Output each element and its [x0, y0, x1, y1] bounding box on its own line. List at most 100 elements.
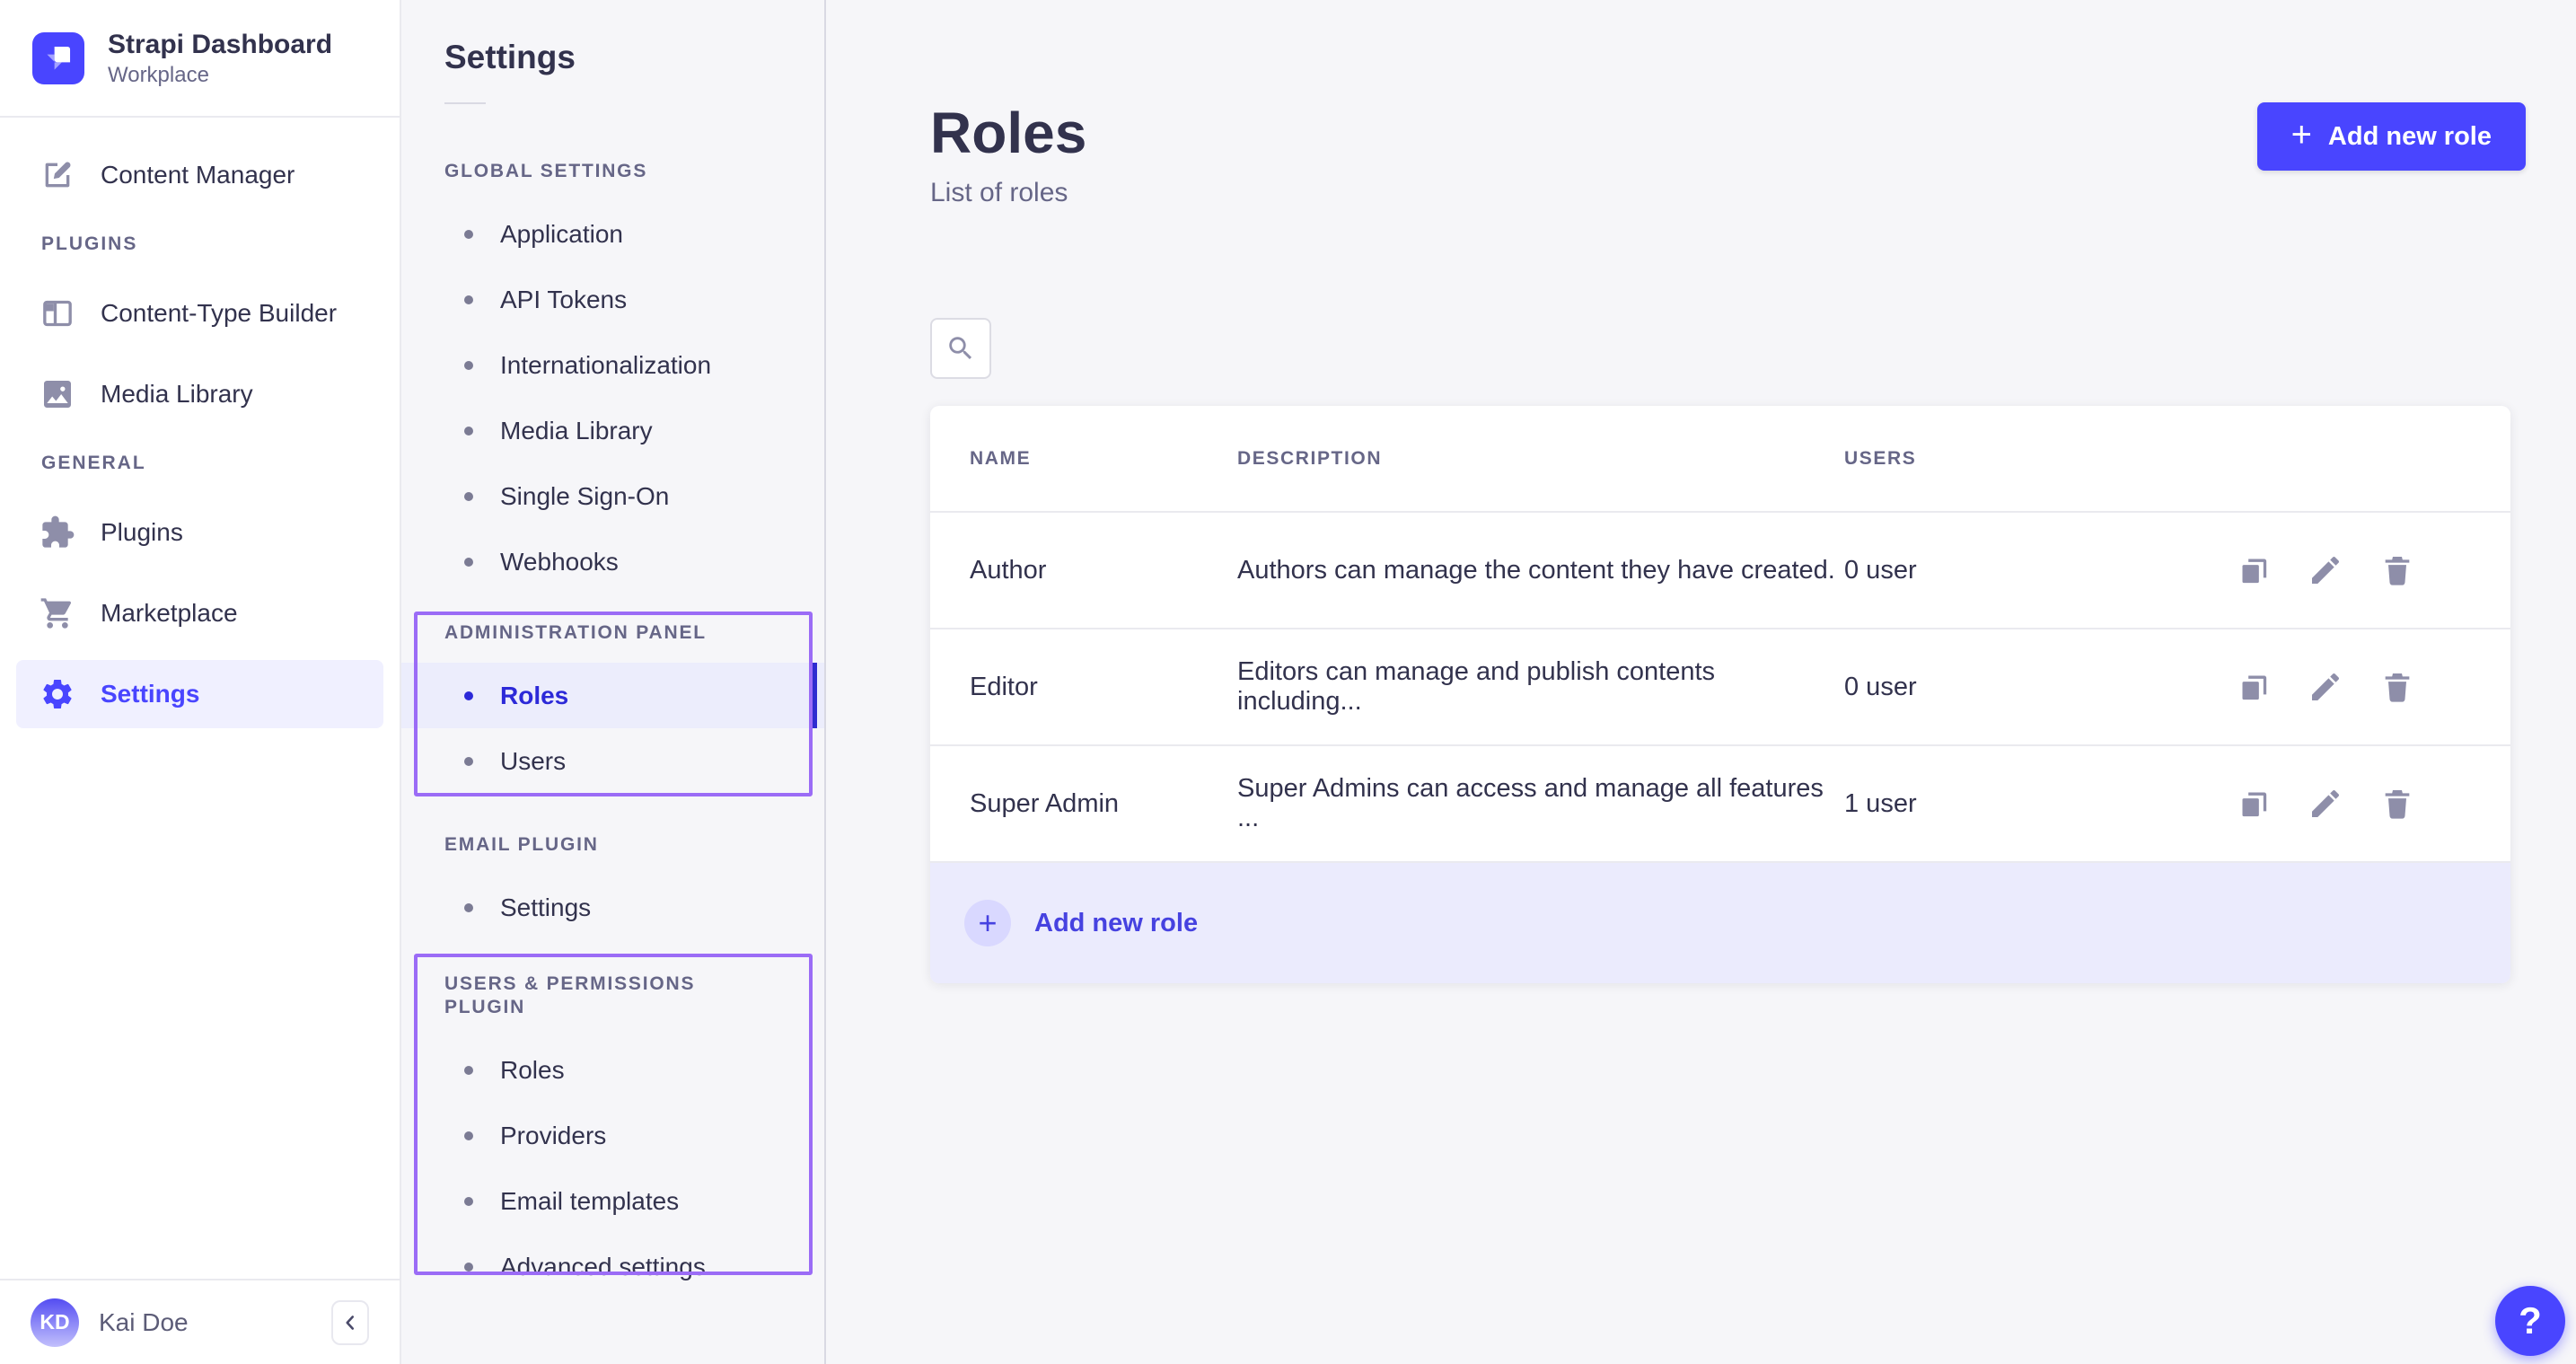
- table-row-super-admin[interactable]: Super Admin Super Admins can access and …: [930, 746, 2510, 863]
- subnav-item-api-tokens[interactable]: API Tokens: [401, 267, 824, 332]
- subnav-item-admin-users[interactable]: Users: [401, 728, 824, 794]
- edit-role-button[interactable]: [2306, 550, 2345, 590]
- subnav-item-up-email-templates[interactable]: Email templates: [401, 1168, 824, 1234]
- subnav-item-label: Internationalization: [500, 350, 712, 379]
- subnav-item-up-advanced-settings[interactable]: Advanced settings: [401, 1234, 824, 1299]
- sidebar-item-plugins[interactable]: Plugins: [16, 498, 383, 567]
- bullet-icon: [464, 557, 473, 567]
- bullet-icon: [464, 1196, 473, 1206]
- table-row-editor[interactable]: Editor Editors can manage and publish co…: [930, 629, 2510, 746]
- subnav-item-up-providers[interactable]: Providers: [401, 1103, 824, 1168]
- bullet-icon: [464, 1262, 473, 1272]
- subnav-item-label: Providers: [500, 1121, 607, 1149]
- subnav-item-email-settings[interactable]: Settings: [401, 875, 824, 940]
- layout-icon: [43, 300, 72, 327]
- edit-icon: [2312, 789, 2340, 817]
- edit-role-button[interactable]: [2306, 784, 2345, 823]
- table-header-row: NAME DESCRIPTION USERS: [930, 406, 2510, 513]
- search-button[interactable]: [930, 318, 991, 379]
- subnav-item-internationalization[interactable]: Internationalization: [401, 332, 824, 398]
- question-mark-icon: ?: [2519, 1299, 2542, 1342]
- table-row-author[interactable]: Author Authors can manage the content th…: [930, 513, 2510, 629]
- subnav-section-administration-panel: ADMINISTRATION PANEL: [444, 622, 707, 643]
- role-name: Editor: [970, 672, 1038, 701]
- strapi-logo-icon: [32, 31, 84, 84]
- roles-page: Roles List of roles + Add new role NAME …: [826, 0, 2576, 1364]
- delete-role-button[interactable]: [2378, 784, 2417, 823]
- column-header-name: NAME: [970, 447, 1032, 469]
- row-actions: [2114, 550, 2510, 590]
- subnav-item-label: Email templates: [500, 1186, 680, 1215]
- bullet-icon: [464, 426, 473, 436]
- subnav-section-users-permissions-plugin: USERS & PERMISSIONS PLUGIN: [444, 973, 696, 1017]
- trash-icon: [2385, 557, 2410, 585]
- duplicate-icon: [2242, 559, 2267, 584]
- role-description: Super Admins can access and manage all f…: [1237, 774, 1824, 832]
- subnav-item-application[interactable]: Application: [401, 201, 824, 267]
- subnav-item-label: Users: [500, 746, 567, 775]
- subnav-item-label: API Tokens: [500, 285, 628, 313]
- help-button[interactable]: ?: [2495, 1286, 2565, 1356]
- bullet-icon: [464, 1065, 473, 1075]
- add-new-role-button-label: Add new role: [2327, 121, 2492, 151]
- subnav-item-up-roles[interactable]: Roles: [401, 1037, 824, 1103]
- settings-subnav: Settings GLOBAL SETTINGS Application API…: [401, 0, 826, 1364]
- sidebar-item-label: Media Library: [101, 380, 253, 408]
- bullet-icon: [464, 691, 473, 700]
- edit-icon: [2312, 556, 2340, 584]
- collapse-sidebar-button[interactable]: [331, 1299, 369, 1345]
- role-users-count: 1 user: [1844, 788, 1917, 818]
- duplicate-role-button[interactable]: [2234, 550, 2273, 590]
- role-description: Editors can manage and publish contents …: [1237, 657, 1716, 716]
- subnav-item-label: Single Sign-On: [500, 481, 670, 510]
- add-new-role-row-label: Add new role: [1034, 908, 1199, 937]
- sidebar-item-label: Plugins: [101, 518, 183, 546]
- subnav-item-webhooks[interactable]: Webhooks: [401, 529, 824, 594]
- delete-role-button[interactable]: [2378, 550, 2417, 590]
- duplicate-role-button[interactable]: [2234, 784, 2273, 823]
- subnav-item-label: Roles: [500, 681, 569, 709]
- roles-table-card: NAME DESCRIPTION USERS Author Authors ca…: [930, 406, 2510, 983]
- subnav-section-email-plugin: EMAIL PLUGIN: [444, 834, 599, 855]
- subnav-item-admin-roles[interactable]: Roles: [401, 663, 824, 728]
- bullet-icon: [464, 756, 473, 766]
- sidebar-nav: Content Manager PLUGINS Content-Type Bui…: [0, 118, 400, 1279]
- subnav-item-single-sign-on[interactable]: Single Sign-On: [401, 463, 824, 529]
- sidebar-item-label: Marketplace: [101, 599, 238, 627]
- avatar[interactable]: KD: [31, 1298, 79, 1347]
- trash-icon: [2385, 790, 2410, 819]
- sidebar-section-general: GENERAL: [41, 453, 146, 473]
- role-users-count: 0 user: [1844, 555, 1917, 585]
- page-title: Roles: [930, 101, 1087, 165]
- row-actions: [2114, 784, 2510, 823]
- row-actions: [2114, 667, 2510, 707]
- add-new-role-button[interactable]: + Add new role: [2256, 102, 2526, 171]
- sidebar-section-plugins: PLUGINS: [41, 233, 138, 254]
- delete-role-button[interactable]: [2378, 667, 2417, 707]
- image-icon: [44, 381, 71, 408]
- add-new-role-row[interactable]: + Add new role: [930, 863, 2510, 983]
- sidebar-item-content-manager[interactable]: Content Manager: [16, 141, 383, 209]
- brand-subtitle: Workplace: [108, 62, 209, 87]
- duplicate-icon: [2242, 675, 2267, 700]
- bullet-icon: [464, 1131, 473, 1140]
- role-name: Author: [970, 555, 1047, 585]
- edit-role-button[interactable]: [2306, 667, 2345, 707]
- plus-circle-icon: +: [964, 900, 1011, 946]
- subnav-item-label: Application: [500, 219, 623, 248]
- sidebar-item-media-library[interactable]: Media Library: [16, 360, 383, 428]
- sidebar-item-label: Content Manager: [101, 161, 295, 189]
- feather-edit-icon: [45, 162, 71, 188]
- role-description: Authors can manage the content they have…: [1237, 555, 1835, 585]
- sidebar-item-marketplace[interactable]: Marketplace: [16, 579, 383, 647]
- subnav-item-media-library[interactable]: Media Library: [401, 398, 824, 463]
- sidebar-item-content-type-builder[interactable]: Content-Type Builder: [16, 279, 383, 348]
- avatar-initials: KD: [40, 1310, 70, 1333]
- role-name: Super Admin: [970, 788, 1120, 818]
- workspace-brand[interactable]: Strapi Dashboard Workplace: [0, 0, 400, 118]
- subnav-divider: [444, 102, 486, 104]
- page-header: Roles List of roles + Add new role: [930, 101, 2526, 208]
- sidebar-item-settings[interactable]: Settings: [16, 660, 383, 728]
- duplicate-role-button[interactable]: [2234, 667, 2273, 707]
- sidebar-item-label: Content-Type Builder: [101, 299, 338, 327]
